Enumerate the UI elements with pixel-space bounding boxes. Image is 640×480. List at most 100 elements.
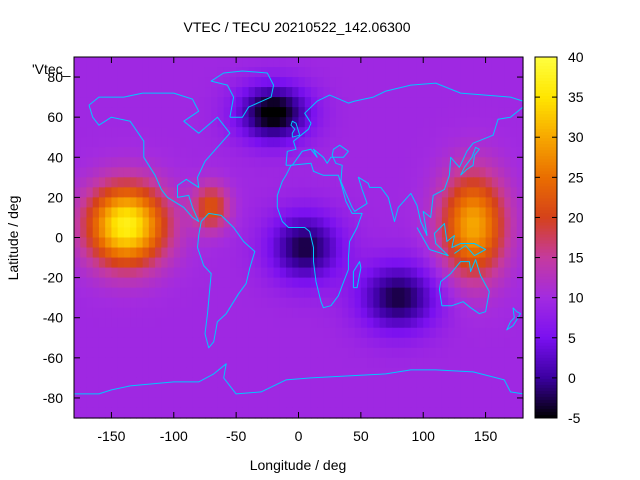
heatmap-cell [404, 357, 412, 369]
heatmap-cell [298, 197, 306, 209]
heatmap-cell [310, 347, 318, 359]
heatmap-cell [267, 117, 275, 128]
heatmap-cell [198, 307, 206, 319]
colorbar-segment [535, 351, 557, 356]
heatmap-cell [335, 407, 343, 419]
heatmap-cell [98, 337, 106, 349]
heatmap-cell [142, 87, 150, 98]
heatmap-cell [217, 307, 225, 319]
heatmap-cell [323, 237, 331, 249]
heatmap-cell [416, 347, 424, 359]
heatmap-cell [254, 57, 262, 68]
heatmap-cell [379, 97, 387, 108]
heatmap-cell [398, 127, 406, 138]
heatmap-cell [435, 137, 443, 148]
heatmap-cell [335, 297, 343, 309]
heatmap-cell [86, 107, 94, 118]
heatmap-cell [111, 307, 119, 319]
heatmap-cell [348, 157, 356, 168]
heatmap-cell [479, 57, 487, 68]
heatmap-cell [98, 77, 106, 88]
heatmap-cell [304, 157, 312, 168]
heatmap-cell [161, 267, 169, 279]
heatmap-cell [466, 347, 474, 359]
heatmap-cell [155, 147, 162, 158]
heatmap-cell [180, 357, 187, 369]
heatmap-cell [317, 197, 325, 209]
heatmap-cell [180, 227, 187, 239]
heatmap-cell [479, 327, 487, 339]
heatmap-cell [254, 177, 262, 188]
heatmap-cell [342, 287, 349, 299]
heatmap-cell [130, 77, 137, 88]
heatmap-cell [80, 57, 88, 68]
heatmap-cell [498, 407, 505, 419]
heatmap-cell [310, 287, 318, 299]
heatmap-cell [204, 137, 212, 148]
heatmap-cell [329, 207, 337, 219]
heatmap-cell [292, 367, 300, 379]
heatmap-cell [342, 117, 349, 128]
heatmap-cell [142, 297, 150, 309]
heatmap-cell [279, 77, 287, 88]
heatmap-cell [498, 137, 505, 148]
heatmap-cell [423, 177, 431, 188]
heatmap-cell [416, 387, 424, 399]
heatmap-cell [435, 407, 443, 419]
heatmap-cell [236, 97, 243, 108]
heatmap-cell [248, 317, 256, 329]
heatmap-cell [498, 127, 505, 138]
heatmap-cell [335, 57, 343, 68]
heatmap-cell [229, 177, 237, 188]
heatmap-cell [217, 377, 225, 389]
heatmap-cell [392, 267, 399, 279]
heatmap-cell [123, 297, 131, 309]
heatmap-cell [342, 367, 349, 379]
heatmap-cell [292, 337, 300, 349]
heatmap-cell [142, 157, 150, 168]
heatmap-cell [454, 237, 462, 249]
heatmap-cell [329, 197, 337, 209]
heatmap-cell [441, 367, 449, 379]
heatmap-cell [180, 317, 187, 329]
heatmap-cell [111, 197, 119, 209]
heatmap-cell [310, 247, 318, 259]
heatmap-cell [98, 67, 106, 78]
heatmap-cell [74, 97, 81, 108]
heatmap-cell [236, 327, 243, 339]
heatmap-cell [173, 67, 181, 78]
heatmap-cell [130, 177, 137, 188]
heatmap-cell [180, 167, 187, 178]
heatmap-cell [479, 197, 487, 209]
heatmap-cell [98, 197, 106, 209]
heatmap-cell [254, 127, 262, 138]
heatmap-cell [273, 277, 281, 289]
heatmap-cell [242, 297, 250, 309]
heatmap-cell [111, 407, 119, 419]
heatmap-cell [80, 187, 88, 198]
heatmap-cell [510, 127, 518, 138]
heatmap-cell [498, 87, 505, 98]
heatmap-cell [516, 107, 524, 118]
heatmap-cell [105, 307, 113, 319]
heatmap-cell [80, 337, 88, 349]
heatmap-cell [429, 297, 437, 309]
heatmap-cell [460, 67, 468, 78]
heatmap-cell [236, 127, 243, 138]
heatmap-cell [398, 387, 406, 399]
heatmap-cell [329, 277, 337, 289]
colorbar-segment [535, 183, 557, 187]
heatmap-cell [323, 387, 331, 399]
colorbar-segment [535, 96, 557, 100]
heatmap-cell [217, 407, 225, 419]
heatmap-cell [142, 337, 150, 349]
heatmap-cell [385, 327, 393, 339]
heatmap-cell [105, 407, 113, 419]
colorbar-segment [535, 78, 557, 82]
heatmap-cell [416, 197, 424, 209]
heatmap-cell [448, 367, 456, 379]
heatmap-cell [273, 167, 281, 178]
heatmap-cell [379, 207, 387, 219]
heatmap-cell [254, 147, 262, 158]
heatmap-cell [180, 387, 187, 399]
